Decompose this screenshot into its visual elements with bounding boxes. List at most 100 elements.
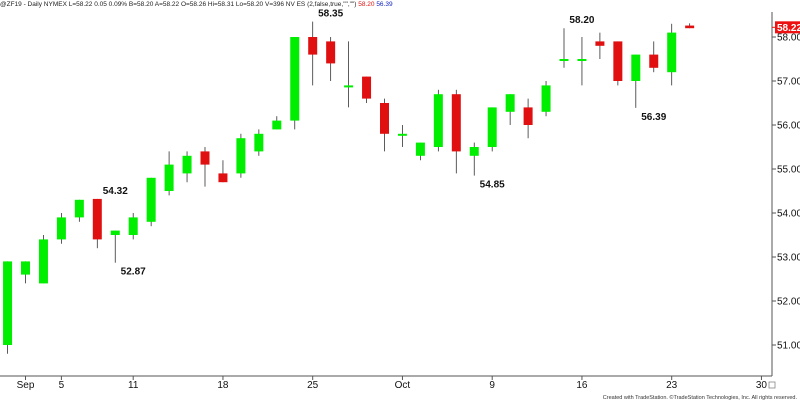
y-tick-label: 57.00 <box>777 77 800 88</box>
candle-body-up <box>487 107 497 147</box>
indicator-value-1: 58.20 <box>358 1 375 8</box>
symbol-info: @ZF19 - Daily NYMEX L=58.22 0.05 0.09% <box>0 1 128 8</box>
last-price-label: 58.22 <box>777 23 800 34</box>
candle <box>667 23 677 86</box>
y-tick-label: 52.00 <box>777 297 800 308</box>
price-annotation: 52.87 <box>121 267 146 278</box>
x-tick-label: 9 <box>489 380 495 391</box>
y-tick-label: 56.00 <box>777 121 800 132</box>
candle <box>164 151 174 196</box>
candle <box>613 41 623 86</box>
candle <box>128 213 138 240</box>
candle-body-down <box>523 107 533 125</box>
candle <box>3 261 13 354</box>
candle-body-down <box>362 76 372 99</box>
candle-body-down <box>613 41 623 81</box>
x-tick-label: 18 <box>217 380 229 391</box>
x-tick-label: Oct <box>395 380 411 391</box>
candle <box>236 133 246 178</box>
annotation-layer: 54.32 52.87 58.35 54.85 58.20 56.39 <box>103 9 667 278</box>
credit-text: Created with TradeStation. ©TradeStation… <box>602 395 797 401</box>
candle-body-up <box>577 59 587 61</box>
price-annotation: 58.20 <box>569 15 594 26</box>
candle <box>433 89 443 152</box>
price-annotation: 54.32 <box>103 186 128 197</box>
candle-layer <box>3 21 695 354</box>
candle-body-up <box>3 261 13 345</box>
candle <box>415 142 425 161</box>
candle <box>56 213 66 244</box>
candle-body-down <box>380 103 389 134</box>
candle <box>38 235 48 284</box>
candle <box>200 147 210 187</box>
y-tick-label: 58.00 <box>777 33 800 44</box>
candle <box>397 125 407 147</box>
candle <box>487 107 497 152</box>
candle <box>523 98 533 139</box>
y-tick-label: 51.00 <box>777 341 800 352</box>
candle <box>218 160 228 183</box>
candle <box>469 142 479 176</box>
candle-body-up <box>290 37 300 121</box>
candle <box>326 37 336 81</box>
x-tick-label: 25 <box>307 380 319 391</box>
candle <box>92 198 102 249</box>
candle-body-down <box>92 198 102 240</box>
candle-body-up <box>559 59 569 61</box>
candle <box>595 32 605 59</box>
candle-body-up <box>415 142 425 156</box>
ohlc-text: B=58.20 A=58.22 O=58.26 Hi=58.31 Lo=58.2… <box>128 1 357 8</box>
x-tick-label: 30 <box>756 380 768 391</box>
candle-body-down <box>451 94 461 152</box>
x-tick-label: 16 <box>576 380 588 391</box>
candle-body-down <box>200 151 210 165</box>
candle-body-up <box>667 32 677 73</box>
last-price-box <box>775 21 800 34</box>
candle-body-up <box>74 199 84 218</box>
x-tick-label: 5 <box>59 380 65 391</box>
candle <box>272 116 282 130</box>
candle-body-up <box>433 94 443 147</box>
candle-body-down <box>218 173 228 183</box>
candle <box>254 129 264 156</box>
candle <box>541 81 551 117</box>
y-tick-label: 53.00 <box>777 253 800 264</box>
candle-body-down <box>685 25 695 29</box>
candle <box>649 41 659 73</box>
price-annotation: 56.39 <box>641 112 666 123</box>
chart-header: @ZF19 - Daily NYMEX L=58.22 0.05 0.09% B… <box>0 0 393 10</box>
price-annotation: 54.85 <box>480 180 505 191</box>
candle-body-down <box>326 41 336 64</box>
candle-body-up <box>182 155 192 174</box>
candle-body-up <box>110 230 120 235</box>
indicator-value-2: 56.39 <box>376 1 393 8</box>
candle <box>290 37 300 130</box>
candle <box>146 177 156 227</box>
candle-body-up <box>146 177 156 222</box>
x-tick-label: 23 <box>666 380 678 391</box>
candle <box>110 230 120 263</box>
candle-body-up <box>236 138 246 174</box>
candle <box>577 37 587 86</box>
candle <box>182 151 192 183</box>
candle-body-down <box>649 54 659 68</box>
candle <box>74 199 84 222</box>
candle-body-up <box>631 54 641 81</box>
candle-body-up <box>272 120 282 130</box>
x-tick-label: Sep <box>17 380 35 391</box>
candle-body-up <box>397 133 407 136</box>
candle-body-down <box>308 37 318 55</box>
candle-body-up <box>254 133 264 152</box>
candle <box>451 89 461 174</box>
candle-body-up <box>469 147 479 156</box>
candle-body-up <box>164 164 174 191</box>
candle-body-up <box>56 217 66 240</box>
y-tick-label: 55.00 <box>777 165 800 176</box>
candle-body-up <box>38 239 48 284</box>
price-annotation: 58.35 <box>318 9 343 20</box>
candle <box>380 98 389 152</box>
candle <box>308 21 318 86</box>
candle <box>344 41 354 108</box>
